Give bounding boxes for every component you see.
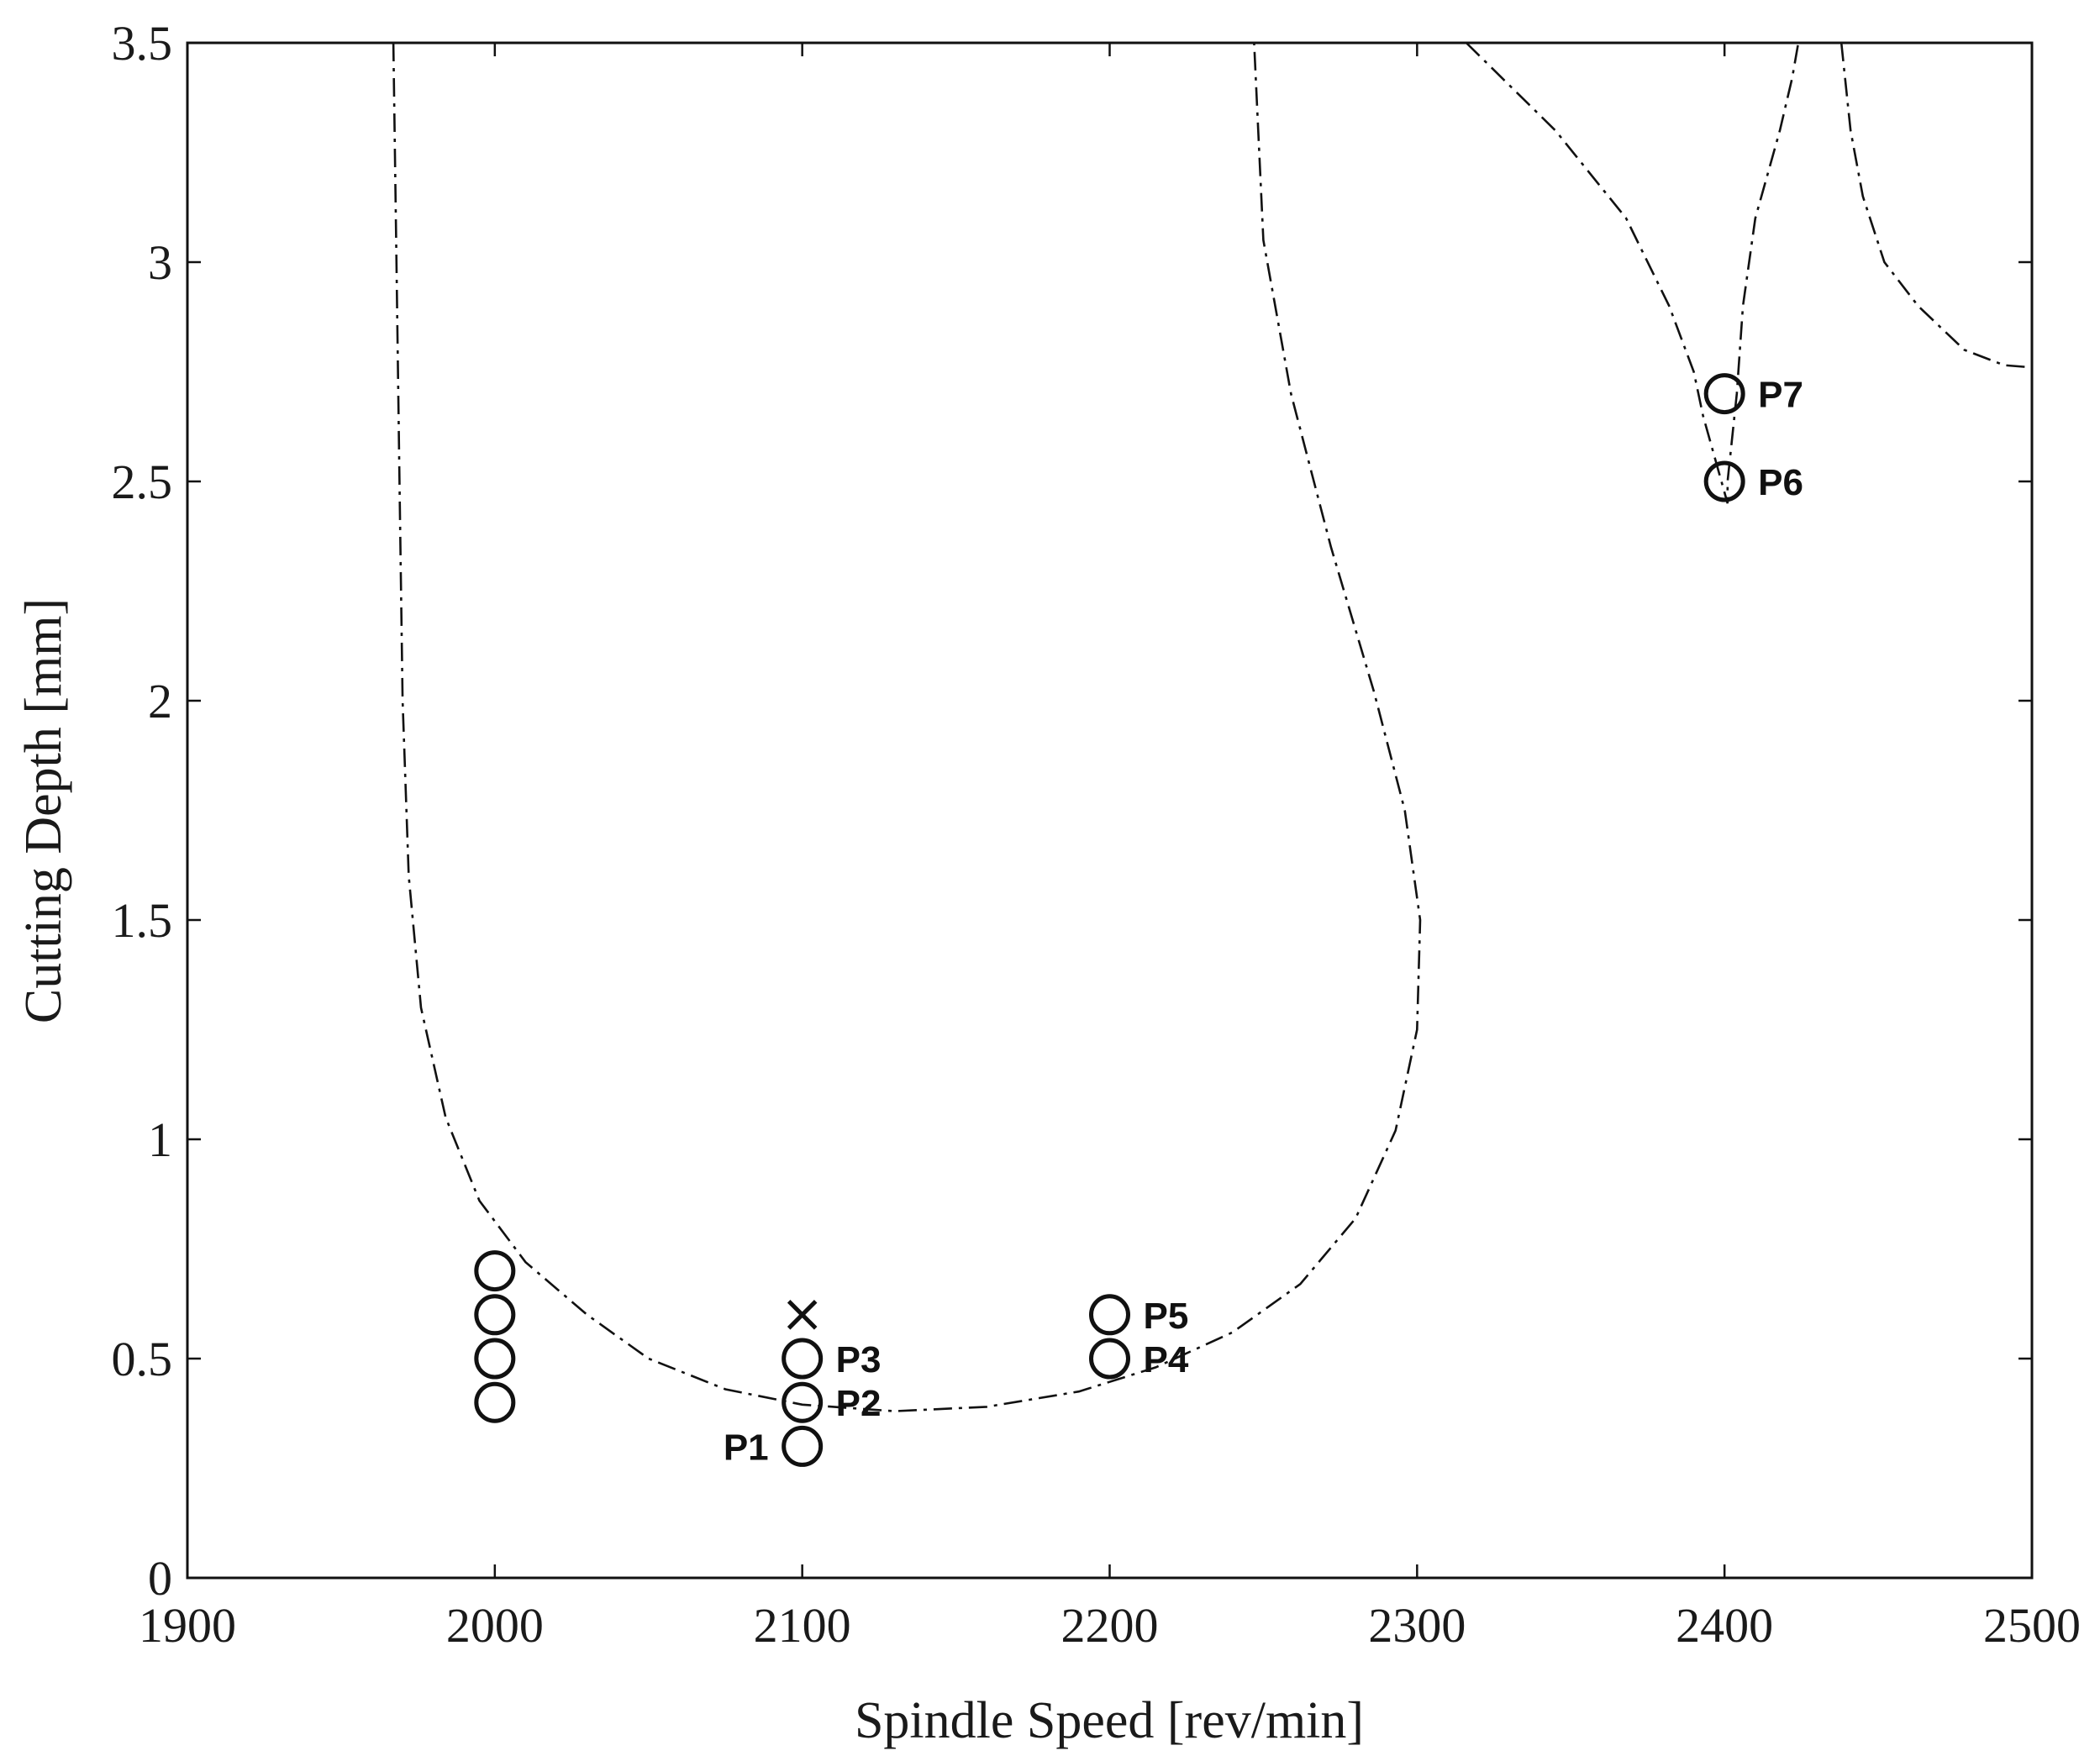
y-tick-label: 1.5 <box>112 893 173 948</box>
y-tick-label: 3 <box>148 235 172 290</box>
x-tick-labels: 1900 2000 2100 2200 2300 2400 2500 <box>139 1598 2081 1653</box>
data-point-circle <box>474 1338 516 1380</box>
data-point-circle <box>1703 460 1745 502</box>
y-tick-label: 3.5 <box>112 16 173 71</box>
y-tick-label: 0 <box>148 1551 172 1606</box>
x-tick-label: 2400 <box>1676 1598 1773 1653</box>
data-point-circle <box>1703 373 1745 415</box>
point-label: P2 <box>836 1383 882 1424</box>
y-tick-labels: 0 0.5 1 1.5 2 2.5 3 3.5 <box>112 16 173 1606</box>
point-label: P6 <box>1758 462 1803 503</box>
stability-boundary <box>392 42 2033 1412</box>
y-tick-label: 2.5 <box>112 455 173 509</box>
data-point-circle <box>474 1250 516 1292</box>
data-point-circle <box>782 1425 824 1467</box>
stability-boundary-segment <box>1465 42 1800 504</box>
point-label: P5 <box>1144 1296 1189 1337</box>
stability-boundary-segment <box>1839 42 2033 369</box>
y-tick-label: 2 <box>148 674 172 728</box>
point-label: P1 <box>724 1427 769 1468</box>
point-label: P3 <box>836 1339 882 1380</box>
axis-ticks <box>186 41 2034 1580</box>
x-tick-label: 2300 <box>1368 1598 1466 1653</box>
x-tick-label: 1900 <box>139 1598 236 1653</box>
point-label: P4 <box>1144 1339 1189 1380</box>
x-tick-label: 2500 <box>1983 1598 2081 1653</box>
data-point-circle <box>782 1338 824 1380</box>
data-points <box>474 373 1745 1467</box>
x-tick-label: 2100 <box>754 1598 851 1653</box>
y-tick-label: 1 <box>148 1112 172 1167</box>
data-point-circle <box>474 1294 516 1336</box>
y-tick-label: 0.5 <box>112 1332 173 1386</box>
x-tick-label: 2200 <box>1061 1598 1159 1653</box>
data-point-circle <box>1089 1294 1130 1336</box>
x-tick-label: 2000 <box>446 1598 544 1653</box>
data-point-circle <box>782 1381 824 1423</box>
data-point-circle <box>1089 1338 1130 1380</box>
x-axis-title: Spindle Speed [rev/min] <box>855 1692 1364 1749</box>
data-point-x <box>787 1300 818 1330</box>
stability-boundary-segment <box>392 42 1422 1412</box>
point-label: P7 <box>1758 375 1803 416</box>
y-axis-title: Cutting Depth [mm] <box>15 598 72 1023</box>
plot-frame <box>186 41 2034 1580</box>
data-point-circle <box>474 1381 516 1423</box>
